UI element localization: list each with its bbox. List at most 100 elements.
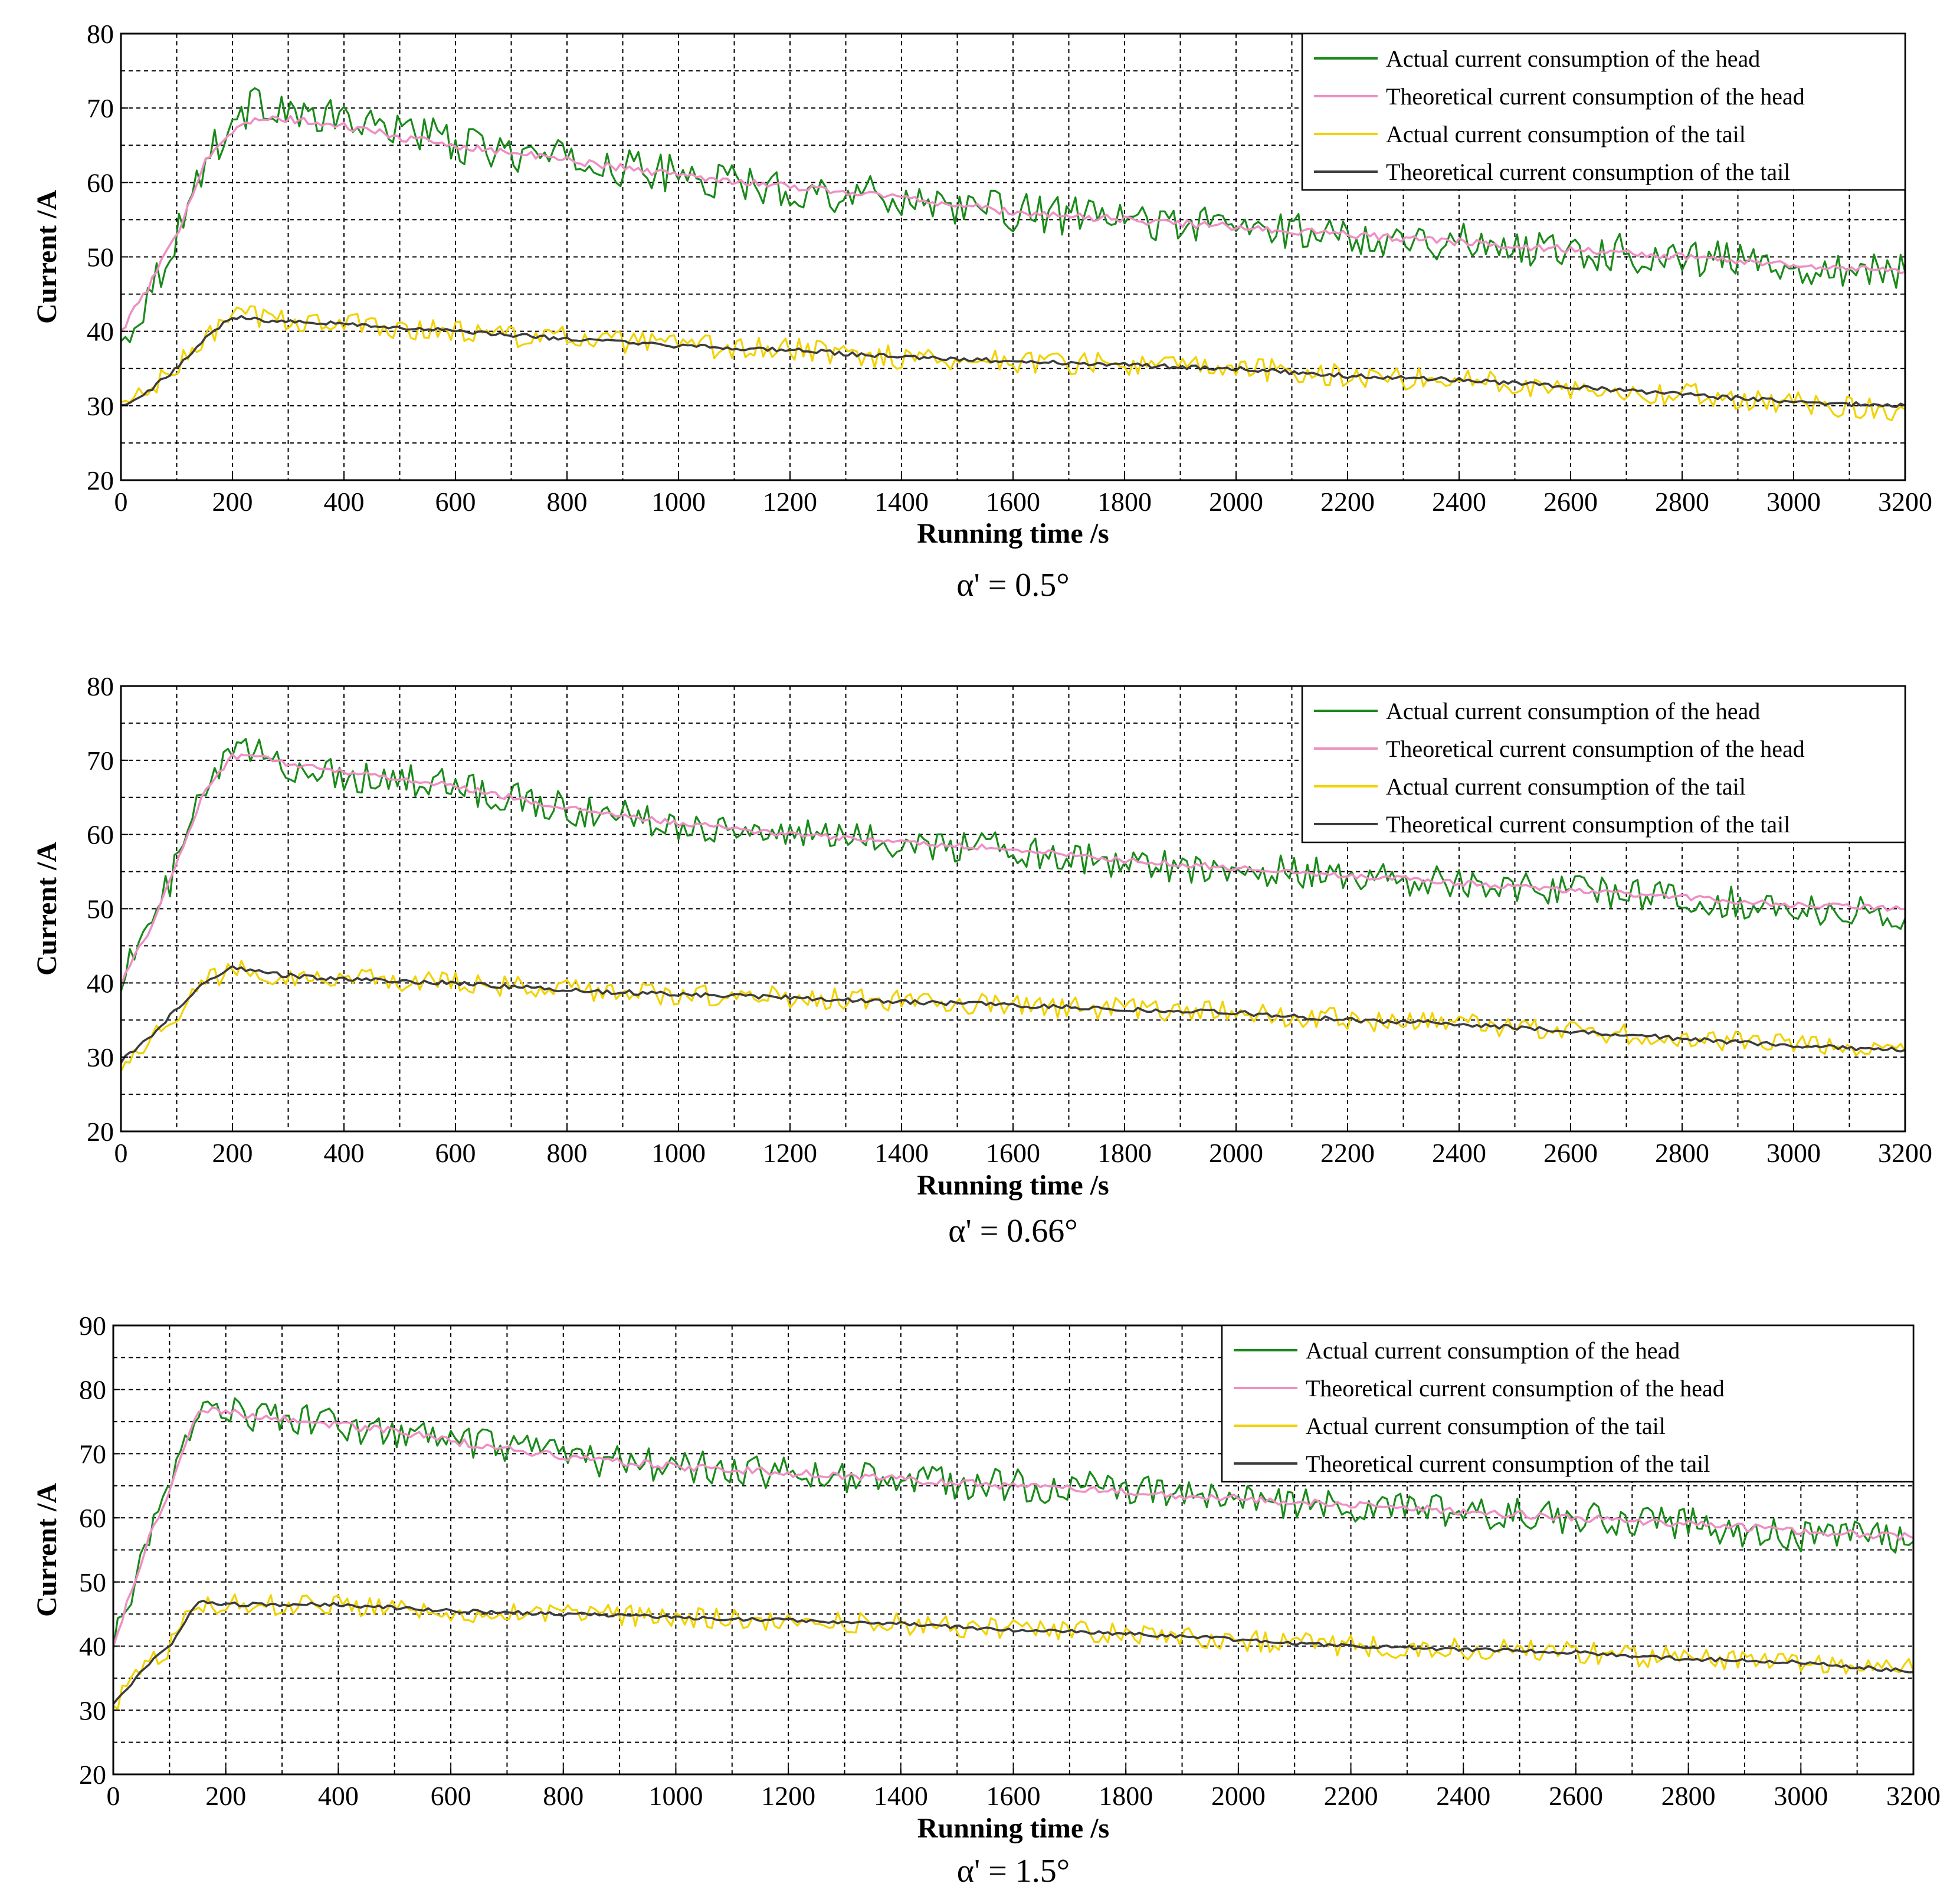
y-tick-label: 80 bbox=[87, 671, 114, 701]
legend-label: Actual current consumption of the head bbox=[1306, 1337, 1680, 1364]
legend: Actual current consumption of the head Th… bbox=[1301, 32, 1906, 191]
legend-label: Theoretical current consumption of the h… bbox=[1386, 83, 1805, 110]
x-tick-label: 2600 bbox=[1543, 487, 1598, 517]
x-tick-label: 2800 bbox=[1655, 1138, 1709, 1168]
x-tick-label: 200 bbox=[205, 1781, 246, 1811]
x-tick-label: 800 bbox=[547, 1138, 588, 1168]
y-tick-label: 50 bbox=[87, 894, 114, 924]
x-tick-label: 200 bbox=[212, 1138, 253, 1168]
legend: Actual current consumption of the head Th… bbox=[1301, 685, 1906, 844]
legend-label: Theoretical current consumption of the h… bbox=[1306, 1375, 1725, 1402]
x-tick-label: 1600 bbox=[986, 1781, 1041, 1811]
series-line-2 bbox=[112, 1406, 1914, 1648]
x-tick-label: 2200 bbox=[1320, 1138, 1375, 1168]
legend-label: Actual current consumption of the tail bbox=[1306, 1413, 1666, 1439]
chart-panel-3: 0 200 400 600 800 1000 1200 1400 1600 1800 2000 220… bbox=[31, 1311, 1941, 1889]
y-tick-label: 40 bbox=[87, 317, 114, 347]
legend-label: Actual current consumption of the head bbox=[1386, 698, 1760, 724]
y-tick-label: 90 bbox=[79, 1311, 106, 1341]
series-line-4 bbox=[120, 314, 1906, 408]
y-tick-label: 70 bbox=[79, 1439, 106, 1469]
x-tick-label: 2000 bbox=[1209, 487, 1263, 517]
x-tick-label: 2200 bbox=[1320, 487, 1375, 517]
y-tick-label: 20 bbox=[87, 1117, 114, 1147]
x-tick-label: 2000 bbox=[1209, 1138, 1263, 1168]
legend-label: Theoretical current consumption of the t… bbox=[1386, 811, 1790, 838]
legend-label: Theoretical current consumption of the h… bbox=[1386, 736, 1805, 762]
chart-caption: α' = 0.66° bbox=[948, 1213, 1077, 1249]
y-tick-label: 60 bbox=[79, 1503, 106, 1533]
x-tick-label: 0 bbox=[107, 1781, 120, 1811]
y-tick-label: 70 bbox=[87, 93, 114, 123]
y-axis-label: Current /A bbox=[31, 842, 63, 976]
x-tick-label: 600 bbox=[435, 1138, 476, 1168]
x-tick-label: 0 bbox=[114, 487, 128, 517]
x-tick-label: 2800 bbox=[1661, 1781, 1716, 1811]
chart-panel-2: 0 200 400 600 800 1000 1200 1400 1600 1800 2000 220… bbox=[31, 671, 1932, 1249]
x-tick-label: 1000 bbox=[651, 1138, 706, 1168]
y-axis-label: Current /A bbox=[31, 1483, 63, 1617]
x-tick-label: 1800 bbox=[1097, 487, 1152, 517]
x-axis-label: Running time /s bbox=[917, 1813, 1109, 1844]
legend-label: Actual current consumption of the tail bbox=[1386, 773, 1746, 800]
x-tick-label: 3000 bbox=[1766, 1138, 1821, 1168]
legend-box bbox=[1221, 1324, 1915, 1483]
x-tick-label: 400 bbox=[324, 487, 365, 517]
series-line-1 bbox=[112, 1397, 1914, 1650]
x-axis-label: Running time /s bbox=[917, 518, 1109, 549]
x-tick-label: 2200 bbox=[1324, 1781, 1378, 1811]
chart-caption: α' = 1.5° bbox=[957, 1853, 1070, 1889]
series-group bbox=[120, 737, 1906, 1072]
x-tick-label: 3200 bbox=[1878, 1138, 1932, 1168]
x-tick-label: 3200 bbox=[1886, 1781, 1941, 1811]
x-tick-label: 3000 bbox=[1766, 487, 1821, 517]
x-tick-label: 1400 bbox=[874, 487, 929, 517]
y-tick-label: 80 bbox=[87, 19, 114, 49]
x-tick-label: 1200 bbox=[763, 1138, 817, 1168]
y-tick-label: 40 bbox=[79, 1632, 106, 1662]
x-tick-label: 1800 bbox=[1099, 1781, 1153, 1811]
series-line-2 bbox=[120, 114, 1906, 332]
x-tick-label: 800 bbox=[547, 487, 588, 517]
y-tick-label: 30 bbox=[79, 1695, 106, 1725]
x-tick-label: 800 bbox=[543, 1781, 584, 1811]
x-tick-label: 2800 bbox=[1655, 487, 1709, 517]
y-tick-label: 40 bbox=[87, 968, 114, 998]
x-tick-label: 600 bbox=[435, 487, 476, 517]
grid bbox=[121, 34, 1905, 480]
x-tick-label: 1600 bbox=[986, 1138, 1040, 1168]
x-tick-label: 1000 bbox=[648, 1781, 703, 1811]
legend-box bbox=[1301, 32, 1906, 191]
legend-label: Actual current consumption of the head bbox=[1386, 45, 1760, 72]
y-tick-label: 30 bbox=[87, 391, 114, 421]
x-tick-label: 2000 bbox=[1211, 1781, 1266, 1811]
x-tick-label: 2400 bbox=[1432, 1138, 1486, 1168]
x-axis-label: Running time /s bbox=[917, 1170, 1109, 1201]
grid bbox=[121, 686, 1905, 1131]
legend: Actual current consumption of the head Th… bbox=[1221, 1324, 1915, 1483]
series-line-4 bbox=[112, 1599, 1914, 1705]
grid bbox=[113, 1325, 1913, 1774]
x-tick-label: 400 bbox=[318, 1781, 359, 1811]
legend-label: Theoretical current consumption of the t… bbox=[1306, 1451, 1710, 1477]
series-line-2 bbox=[120, 753, 1906, 986]
series-line-1 bbox=[120, 87, 1906, 344]
y-tick-label: 20 bbox=[87, 465, 114, 495]
y-tick-label: 50 bbox=[87, 242, 114, 273]
y-tick-label: 60 bbox=[87, 168, 114, 198]
y-tick-label: 60 bbox=[87, 820, 114, 850]
chart-caption: α' = 0.5° bbox=[956, 567, 1069, 603]
legend-label: Actual current consumption of the tail bbox=[1386, 121, 1746, 147]
series-line-1 bbox=[120, 737, 1906, 992]
x-tick-label: 1600 bbox=[986, 487, 1040, 517]
y-tick-label: 20 bbox=[79, 1760, 106, 1790]
y-axis-label: Current /A bbox=[31, 190, 63, 324]
x-tick-label: 1200 bbox=[761, 1781, 815, 1811]
series-group bbox=[112, 1397, 1915, 1711]
y-tick-label: 30 bbox=[87, 1042, 114, 1072]
x-tick-label: 2400 bbox=[1432, 487, 1486, 517]
x-tick-label: 1200 bbox=[763, 487, 817, 517]
x-tick-label: 1000 bbox=[651, 487, 706, 517]
y-tick-label: 70 bbox=[87, 746, 114, 776]
